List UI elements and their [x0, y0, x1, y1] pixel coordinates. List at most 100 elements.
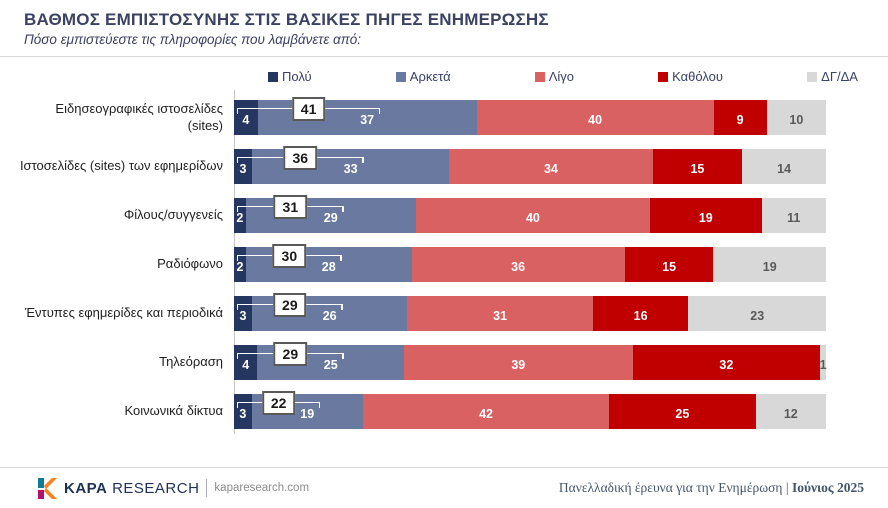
value-label: 3 — [239, 161, 247, 176]
value-label: 34 — [543, 161, 558, 176]
legend-swatch-icon — [534, 71, 545, 82]
segment-little: 31 — [407, 296, 593, 331]
segment-dk-na: 19 — [713, 247, 826, 282]
category-label: Ραδιόφωνο — [157, 256, 223, 272]
legend-label: Πολύ — [282, 69, 312, 84]
chart-row: Φίλους/συγγενείς 2 29 40 19 11 31 — [0, 191, 888, 240]
brand-name-rest: RESEARCH — [112, 479, 200, 497]
net-value-box: 36 — [283, 146, 318, 170]
value-label: 32 — [719, 357, 734, 372]
value-label: 36 — [511, 259, 526, 274]
value-label: 19 — [698, 210, 713, 225]
chart-row: Τηλεόραση 4 25 39 32 1 29 — [0, 338, 888, 387]
segment-very: 3 — [234, 296, 252, 331]
website-text: kaparesearch.com — [214, 482, 310, 494]
legend: Πολύ Αρκετά Λίγο Καθόλου ΔΓ/ΔΑ — [268, 69, 858, 84]
segment-dk-na: 14 — [742, 149, 826, 184]
segment-little: 39 — [403, 345, 633, 380]
stacked-bar: 4 37 40 9 10 41 — [234, 97, 826, 135]
header-divider — [0, 56, 888, 57]
value-label: 9 — [736, 112, 744, 127]
value-label: 16 — [633, 308, 648, 323]
footer: KAPA RESEARCH kaparesearch.com Πανελλαδι… — [0, 467, 888, 508]
value-label: 23 — [750, 308, 765, 323]
value-label: 40 — [525, 210, 540, 225]
value-label: 10 — [789, 112, 804, 127]
value-label: 14 — [777, 161, 792, 176]
value-label: 19 — [762, 259, 777, 274]
source-note: Πανελλαδική έρευνα για την Ενημέρωση | Ι… — [559, 480, 864, 496]
chart-row: Ειδησεογραφικές ιστοσελίδες (sites) 4 37 40… — [0, 93, 888, 142]
stacked-bar: 3 19 42 25 12 22 — [234, 391, 826, 429]
value-label: 19 — [300, 406, 315, 421]
value-label: 40 — [588, 112, 603, 127]
segment-little: 40 — [476, 100, 714, 135]
legend-item: ΔΓ/ΔΑ — [807, 69, 858, 84]
legend-label: Λίγο — [548, 69, 575, 84]
segment-very: 2 — [234, 247, 246, 282]
survey-text: Πανελλαδική έρευνα για την Ενημέρωση — [558, 480, 783, 495]
value-label: 39 — [511, 357, 526, 372]
segment-not-at-all: 15 — [624, 247, 714, 282]
legend-swatch-icon — [268, 71, 278, 82]
value-label: 11 — [787, 210, 801, 225]
category-label: Φίλους/συγγενείς — [123, 207, 223, 223]
segment-very: 3 — [234, 394, 252, 429]
segment-not-at-all: 25 — [609, 394, 756, 429]
segment-quite: 33 — [251, 149, 450, 184]
segment-quite: 29 — [245, 198, 416, 233]
survey-separator: | — [785, 480, 789, 495]
value-label: 4 — [242, 357, 250, 372]
value-label: 4 — [242, 112, 250, 127]
value-label: 2 — [236, 259, 244, 274]
brand-block: KAPA RESEARCH kaparesearch.com — [38, 477, 310, 499]
chart-row: Ραδιόφωνο 2 28 36 15 19 30 — [0, 240, 888, 289]
segment-very: 4 — [234, 345, 258, 380]
net-value-box: 29 — [273, 342, 308, 366]
value-label: 25 — [323, 357, 338, 372]
category-label: Ειδησεογραφικές ιστοσελίδες (sites) — [55, 100, 223, 133]
chart-row: Κοινωνικά δίκτυα 3 19 42 25 12 22 — [0, 387, 888, 436]
value-label: 42 — [479, 406, 493, 421]
stacked-bar: 3 33 34 15 14 36 — [234, 146, 826, 184]
value-label: 28 — [321, 259, 336, 274]
legend-swatch-icon — [395, 71, 406, 82]
category-label: Ιστοσελίδες (sites) των εφημερίδων — [19, 158, 223, 174]
value-label: 2 — [236, 210, 244, 225]
legend-item: Καθόλου — [658, 69, 723, 84]
net-value-box: 29 — [273, 293, 307, 317]
segment-not-at-all: 19 — [650, 198, 762, 233]
segment-not-at-all: 15 — [652, 149, 743, 184]
bar-chart: Ειδησεογραφικές ιστοσελίδες (sites) 4 37 40… — [0, 90, 888, 436]
net-value-box: 31 — [273, 195, 308, 219]
header: ΒΑΘΜΟΣ ΕΜΠΙΣΤΟΣΥΝΗΣ ΣΤΙΣ ΒΑΣΙΚΕΣ ΠΗΓΕΣ Ε… — [0, 0, 888, 47]
segment-little: 36 — [411, 247, 625, 282]
value-label: 1 — [819, 357, 827, 372]
segment-very: 3 — [234, 149, 252, 184]
segment-very: 2 — [234, 198, 246, 233]
stacked-bar: 4 25 39 32 1 29 — [234, 342, 827, 380]
brand-divider — [206, 479, 208, 497]
legend-item: Λίγο — [534, 69, 575, 84]
segment-not-at-all: 9 — [713, 100, 767, 135]
value-label: 33 — [343, 161, 358, 176]
stacked-bar: 2 28 36 15 19 30 — [234, 244, 826, 282]
brand-name: KAPA RESEARCH — [64, 480, 199, 497]
segment-little: 40 — [415, 198, 651, 233]
value-label: 25 — [675, 406, 690, 421]
chart-row: Ιστοσελίδες (sites) των εφημερίδων 3 33 34 1… — [0, 142, 888, 191]
segment-dk-na: 1 — [819, 345, 827, 380]
segment-dk-na: 10 — [766, 100, 826, 135]
value-label: 37 — [360, 112, 375, 127]
survey-date: Ιούνιος 2025 — [791, 480, 864, 495]
stacked-bar: 3 26 31 16 23 29 — [234, 293, 826, 331]
chart-row: Έντυπες εφημερίδες και περιοδικά 3 26 31 16 2… — [0, 289, 888, 338]
value-label: 31 — [493, 308, 508, 323]
legend-label: Καθόλου — [672, 69, 724, 84]
net-value-box: 41 — [291, 97, 326, 121]
value-label: 26 — [322, 308, 337, 323]
segment-quite: 28 — [245, 247, 412, 282]
value-label: 15 — [662, 259, 677, 274]
legend-label: Αρκετά — [409, 69, 451, 84]
